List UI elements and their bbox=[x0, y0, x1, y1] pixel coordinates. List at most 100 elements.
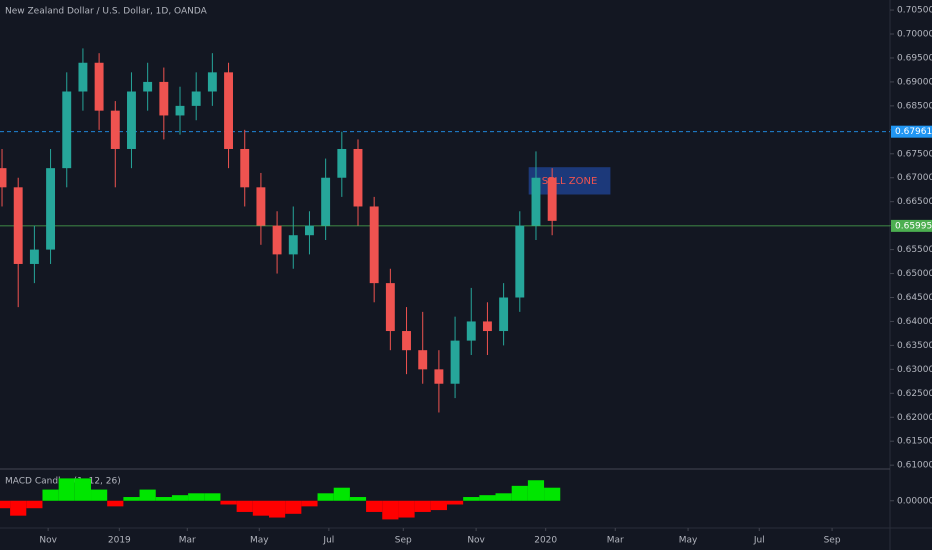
candle-body bbox=[143, 81, 153, 92]
macd-bar bbox=[155, 497, 172, 501]
candle-body bbox=[0, 168, 7, 188]
candle-body bbox=[515, 225, 525, 298]
macd-bar bbox=[0, 500, 11, 509]
candle-body bbox=[547, 177, 557, 221]
y-tick-label: 0.65000 bbox=[897, 269, 932, 279]
candle-body bbox=[46, 168, 56, 250]
macd-bar bbox=[252, 500, 269, 516]
macd-bar bbox=[301, 500, 318, 507]
y-tick-label: 0.61000 bbox=[897, 461, 932, 471]
candle-body bbox=[191, 91, 201, 106]
y-tick-label: 0.62000 bbox=[897, 413, 932, 423]
macd-bar bbox=[171, 495, 189, 501]
macd-bar bbox=[414, 500, 431, 512]
y-tick-label: 0.67000 bbox=[897, 173, 932, 183]
candle-body bbox=[29, 249, 39, 264]
y-tick-label: 0.66500 bbox=[897, 197, 932, 207]
macd-bar bbox=[188, 493, 205, 501]
macd-bar bbox=[398, 500, 415, 518]
candle-body bbox=[321, 177, 331, 226]
candle-body bbox=[385, 283, 395, 332]
macd-bar bbox=[268, 500, 286, 518]
chart-title: New Zealand Dollar / U.S. Dollar, 1D, OA… bbox=[5, 7, 208, 17]
y-tick-label: 0.61500 bbox=[897, 437, 932, 447]
macd-bar bbox=[463, 497, 480, 501]
candle-body bbox=[531, 177, 541, 226]
sell-zone bbox=[528, 167, 611, 195]
macd-bar bbox=[123, 497, 140, 501]
candle-body bbox=[369, 206, 379, 284]
candle-body bbox=[127, 91, 136, 149]
macd-bar bbox=[220, 500, 237, 505]
macd-bar bbox=[91, 489, 108, 501]
macd-bar bbox=[366, 500, 383, 512]
macd-bar bbox=[446, 500, 464, 505]
candle-body bbox=[256, 187, 266, 226]
macd-bar bbox=[511, 485, 528, 501]
macd-bar bbox=[333, 487, 350, 501]
candle-body bbox=[159, 81, 169, 116]
x-tick-label: Nov bbox=[467, 536, 485, 546]
y-tick-label: 0.64500 bbox=[897, 293, 932, 303]
macd-bar bbox=[10, 500, 27, 516]
macd-bar bbox=[527, 480, 545, 501]
y-tick-label: 0.000000 bbox=[897, 496, 932, 506]
y-tick-label: 0.67500 bbox=[897, 149, 932, 159]
candle-body bbox=[482, 321, 492, 332]
y-tick-label: 0.62500 bbox=[897, 389, 932, 399]
candle-body bbox=[418, 350, 428, 370]
macd-bar bbox=[74, 478, 92, 501]
macd-bar bbox=[495, 493, 512, 501]
candle-body bbox=[224, 72, 233, 149]
macd-bar bbox=[479, 495, 496, 501]
x-tick-label: May bbox=[250, 536, 269, 546]
candle-body bbox=[434, 369, 444, 384]
macd-bar bbox=[26, 500, 43, 509]
macd-bar bbox=[236, 500, 253, 512]
candle-body bbox=[207, 72, 217, 92]
candle-body bbox=[240, 148, 250, 188]
candle-body bbox=[499, 297, 509, 332]
x-tick-label: Mar bbox=[179, 536, 196, 546]
macd-bar bbox=[139, 489, 156, 501]
y-tick-label: 0.63500 bbox=[897, 341, 932, 351]
candle-body bbox=[304, 225, 314, 236]
x-tick-label: Jul bbox=[753, 536, 765, 546]
macd-bar bbox=[107, 500, 124, 507]
zone-label: SELL ZONE bbox=[542, 176, 598, 187]
price-label-box bbox=[891, 219, 932, 232]
y-tick-label: 0.65500 bbox=[897, 245, 932, 255]
y-tick-label: 0.64000 bbox=[897, 317, 932, 327]
x-tick-label: Sep bbox=[395, 536, 412, 546]
macd-bar bbox=[42, 489, 59, 501]
y-tick-label: 0.69000 bbox=[897, 77, 932, 87]
x-tick-label: Jul bbox=[322, 536, 334, 546]
candle-body bbox=[13, 187, 23, 264]
y-tick-label: 0.68500 bbox=[897, 101, 932, 111]
candle-body bbox=[272, 225, 282, 255]
macd-bar bbox=[349, 497, 367, 501]
price-label: 0.65995 bbox=[895, 221, 932, 231]
macd-bar bbox=[204, 493, 221, 501]
y-tick-label: 0.63000 bbox=[897, 365, 932, 375]
y-tick-label: 0.69500 bbox=[897, 53, 932, 63]
x-tick-label: Mar bbox=[607, 536, 624, 546]
x-tick-label: Nov bbox=[39, 536, 57, 546]
macd-bar bbox=[430, 500, 447, 511]
x-tick-label: Sep bbox=[824, 536, 841, 546]
macd-bar bbox=[285, 500, 302, 514]
x-tick-label: 2019 bbox=[108, 536, 131, 546]
x-tick-label: 2020 bbox=[534, 536, 557, 546]
candle-body bbox=[337, 148, 347, 178]
macd-bar bbox=[382, 500, 399, 520]
candle-body bbox=[288, 235, 298, 255]
x-tick-label: May bbox=[679, 536, 698, 546]
candle-body bbox=[175, 105, 185, 116]
price-label-box bbox=[891, 125, 932, 138]
candle-body bbox=[62, 91, 72, 169]
y-tick-label: 0.70500 bbox=[897, 6, 932, 16]
candle-body bbox=[402, 331, 411, 351]
candle-body bbox=[353, 148, 363, 207]
candle-body bbox=[78, 62, 88, 92]
